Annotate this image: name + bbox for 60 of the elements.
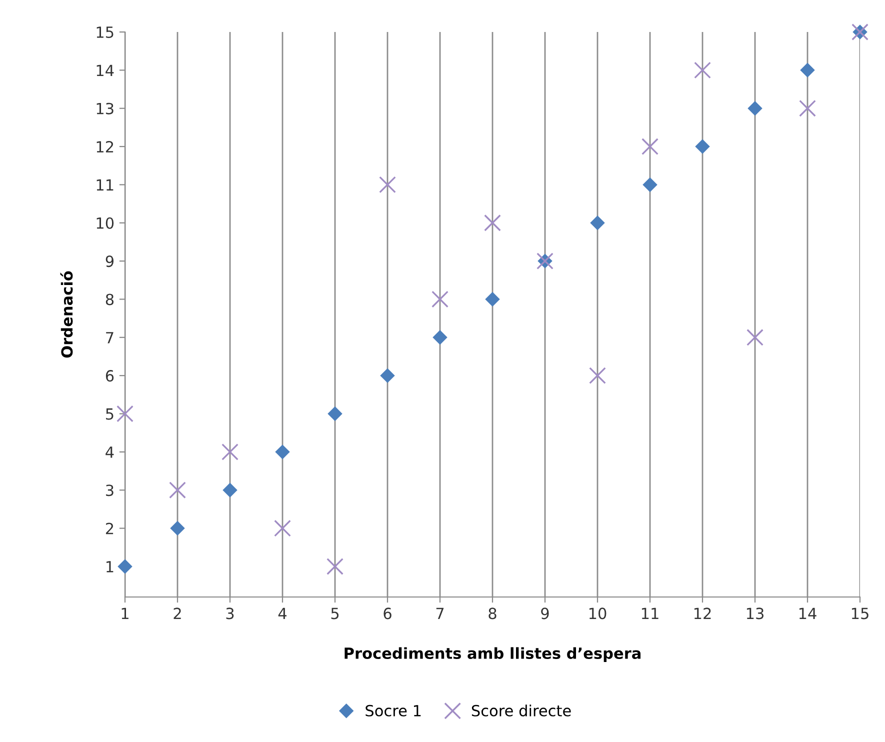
point (380, 368, 395, 383)
x-tick-label: 10 (589, 608, 606, 620)
y-tick-label: 10 (96, 217, 114, 229)
y-tick-label: 1 (106, 561, 114, 572)
x-axis-title: Procediments amb llistes d’espera (344, 647, 640, 662)
y-tick-label: 3 (106, 484, 114, 496)
point (799, 100, 816, 117)
point (484, 214, 501, 232)
point (642, 177, 658, 192)
point (275, 444, 290, 460)
point (328, 406, 342, 421)
x-tick-label: 5 (331, 608, 339, 620)
point (589, 367, 606, 384)
x-tick-label: 9 (541, 608, 549, 620)
point (590, 216, 605, 230)
y-tick-label: 2 (106, 522, 114, 534)
point (695, 139, 710, 154)
x-tick-label: 11 (642, 608, 658, 620)
point (169, 482, 186, 499)
y-tick-label: 5 (106, 408, 114, 420)
x-tick-label: 4 (278, 608, 287, 620)
point (326, 558, 344, 575)
x-tick-label: 13 (746, 608, 764, 620)
y-tick-label: 8 (106, 294, 114, 306)
y-tick-label: 12 (96, 140, 114, 152)
y-tick-label: 6 (106, 370, 114, 382)
point (800, 62, 815, 78)
x-tick-label: 12 (694, 608, 711, 620)
y-tick-label: 11 (96, 179, 114, 191)
y-tick-label: 15 (96, 26, 114, 38)
point (170, 521, 185, 536)
x-tick-label: 14 (799, 608, 816, 620)
x-tick-label: 2 (174, 608, 181, 620)
legend-label: Score directe (472, 704, 571, 716)
point (118, 559, 132, 574)
x-tick-label: 15 (852, 608, 868, 620)
point (694, 62, 711, 79)
point (274, 520, 291, 537)
x-tick-label: 7 (436, 608, 444, 620)
y-tick-label: 7 (106, 332, 114, 344)
point (222, 482, 238, 498)
point (485, 292, 500, 306)
point (746, 328, 764, 346)
y-tick-label: 13 (96, 102, 114, 114)
y-tick-label: 9 (106, 256, 114, 268)
legend-label: Socre 1 (366, 704, 421, 716)
y-axis-title: Ordenació (60, 271, 73, 358)
point (432, 290, 448, 308)
x-tick-label: 3 (226, 608, 234, 620)
point (116, 405, 134, 422)
point (222, 443, 238, 460)
x-tick-label: 8 (488, 608, 496, 620)
point (642, 138, 658, 155)
point (379, 176, 396, 194)
point (432, 330, 448, 345)
x-tick-label: 6 (384, 608, 392, 620)
point (748, 101, 762, 116)
y-tick-label: 14 (96, 64, 114, 76)
y-tick-label: 4 (106, 446, 114, 458)
x-tick-label: 1 (122, 608, 128, 620)
